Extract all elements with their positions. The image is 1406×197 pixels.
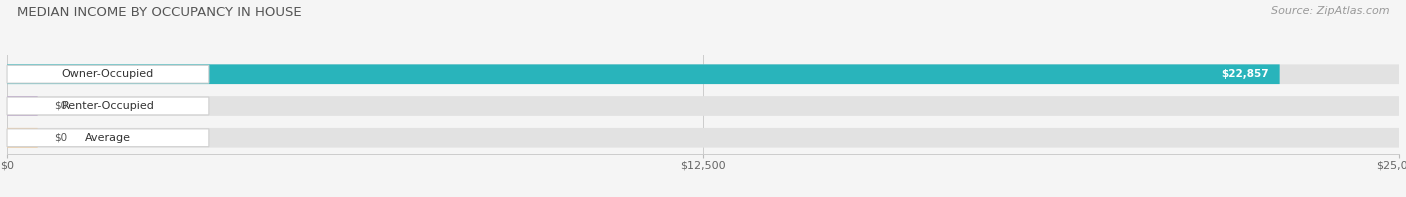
Text: Owner-Occupied: Owner-Occupied xyxy=(62,69,155,79)
FancyBboxPatch shape xyxy=(7,128,38,148)
FancyBboxPatch shape xyxy=(7,64,1399,84)
Text: Average: Average xyxy=(84,133,131,143)
FancyBboxPatch shape xyxy=(7,97,209,115)
Text: $0: $0 xyxy=(55,133,67,143)
FancyBboxPatch shape xyxy=(7,64,1279,84)
Text: Renter-Occupied: Renter-Occupied xyxy=(62,101,155,111)
Text: $0: $0 xyxy=(55,101,67,111)
FancyBboxPatch shape xyxy=(7,129,209,147)
Text: MEDIAN INCOME BY OCCUPANCY IN HOUSE: MEDIAN INCOME BY OCCUPANCY IN HOUSE xyxy=(17,6,301,19)
FancyBboxPatch shape xyxy=(7,65,209,83)
FancyBboxPatch shape xyxy=(7,96,1399,116)
FancyBboxPatch shape xyxy=(7,96,38,116)
Text: $22,857: $22,857 xyxy=(1220,69,1268,79)
Text: Source: ZipAtlas.com: Source: ZipAtlas.com xyxy=(1271,6,1389,16)
FancyBboxPatch shape xyxy=(7,128,1399,148)
